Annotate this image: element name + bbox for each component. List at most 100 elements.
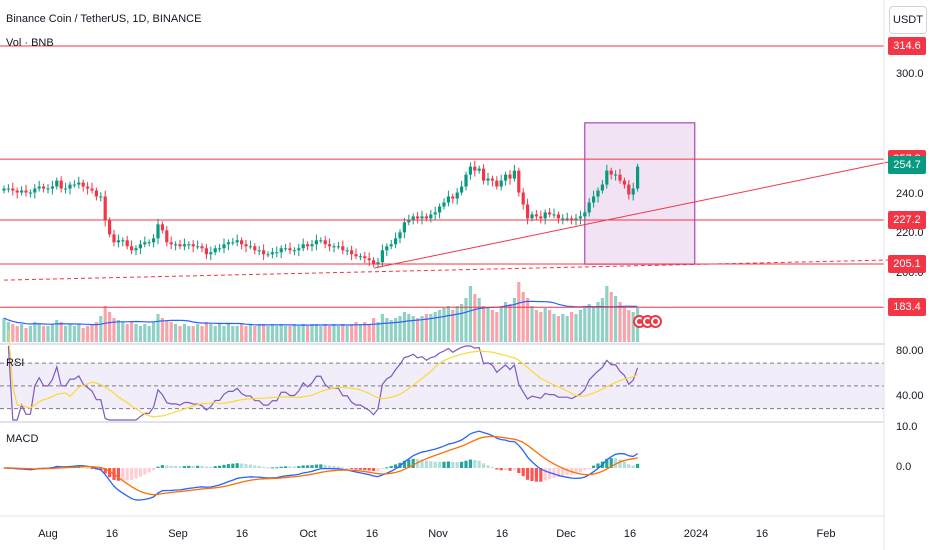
candle-body — [468, 166, 472, 175]
volume-bar — [508, 304, 512, 342]
macd-histogram-bar — [231, 463, 235, 468]
currency-button[interactable]: USDT — [889, 6, 927, 34]
rsi-tick: 80.00 — [896, 344, 924, 357]
candle-body — [486, 178, 490, 181]
candle-body — [372, 260, 376, 265]
volume-bar — [231, 326, 235, 342]
candle-body — [270, 252, 274, 255]
candle-body — [218, 248, 222, 250]
candle-body — [350, 250, 354, 255]
volume-bar — [169, 322, 173, 342]
macd-histogram-bar — [266, 467, 270, 469]
candle-body — [125, 240, 129, 247]
macd-histogram-bar — [451, 462, 455, 468]
candle-body — [191, 244, 195, 247]
candle-body — [59, 180, 63, 189]
volume-bar — [253, 326, 257, 342]
macd-histogram-bar — [438, 461, 442, 468]
macd-histogram-bar — [301, 465, 305, 468]
trendlines[interactable] — [3, 154, 924, 281]
candle-body — [231, 242, 235, 244]
candle-body — [257, 250, 261, 252]
volume-legend[interactable]: Vol · BNB — [6, 37, 54, 49]
candle-body — [160, 224, 164, 231]
candle-body — [130, 246, 134, 251]
volume-bar — [15, 326, 19, 342]
candle-body — [482, 168, 486, 181]
rsi-label[interactable]: RSI — [6, 357, 25, 369]
candle-body — [143, 242, 147, 245]
volume-bar — [618, 302, 622, 342]
candle-body — [332, 246, 336, 248]
level-price-tag[interactable]: 314.6 — [888, 37, 926, 55]
macd-histogram-bar — [204, 466, 208, 468]
candle-body — [226, 242, 230, 245]
volume-bar — [570, 312, 574, 342]
macd-histogram-bar — [508, 468, 512, 471]
candle-body — [253, 246, 257, 251]
price-tick: 220.0 — [896, 227, 924, 240]
macd-histogram-bar — [499, 468, 503, 471]
macd-histogram-bar — [495, 468, 499, 470]
candle-body — [20, 190, 24, 193]
volume-bar — [138, 326, 142, 342]
candle-body — [28, 192, 32, 194]
level-price-tag[interactable]: 183.4 — [888, 298, 926, 317]
volume-bar — [526, 298, 530, 342]
candle-body — [121, 240, 125, 242]
macd-histogram-bar — [297, 466, 301, 468]
volume-bar — [534, 310, 538, 342]
candle-body — [600, 184, 604, 191]
volume-bar — [240, 324, 244, 342]
macd-histogram-bar — [90, 468, 94, 469]
macd-histogram-bar — [244, 464, 248, 468]
candle-body — [411, 216, 415, 221]
macd-histogram-bar — [521, 468, 525, 477]
volume-bar — [143, 324, 147, 342]
candle-body — [147, 242, 151, 244]
macd-histogram-bar — [160, 465, 164, 468]
volume-bar — [482, 306, 486, 342]
volume-bar — [292, 324, 296, 342]
level-price-tag[interactable]: 205.1 — [888, 255, 926, 273]
candle-body — [363, 256, 367, 259]
candle-body — [380, 250, 384, 263]
symbol-legend[interactable]: Binance Coin / TetherUS, 1D, BINANCE — [6, 13, 202, 25]
event-icon[interactable] — [649, 315, 662, 328]
pane-separators[interactable] — [0, 0, 885, 550]
last-price-tag[interactable]: 254.7 — [888, 156, 926, 175]
horizontal-levels[interactable] — [0, 45, 884, 308]
level-price-tag[interactable]: 227.2 — [888, 211, 926, 229]
volume-bar — [226, 324, 230, 342]
volume-bar — [248, 324, 252, 342]
candle-body — [319, 240, 323, 242]
macd-histogram-bar — [490, 467, 494, 469]
volume-bar — [495, 312, 499, 342]
candle-body — [451, 196, 455, 199]
volume-bar — [561, 314, 565, 342]
range-box[interactable] — [584, 122, 696, 265]
macd-histogram-bar — [578, 468, 582, 473]
volume-bar — [200, 326, 204, 342]
candle-body — [622, 180, 626, 185]
volume-bar — [187, 326, 191, 342]
candle-body — [94, 190, 98, 197]
volume-bar — [103, 306, 107, 342]
volume-bar — [33, 322, 37, 342]
macd-label[interactable]: MACD — [6, 433, 39, 445]
macd-histogram-bar — [235, 463, 239, 468]
macd-histogram-bar — [262, 466, 266, 468]
candle-body — [345, 250, 349, 252]
macd-histogram-bar — [213, 466, 217, 468]
candle-body — [266, 254, 270, 256]
volume-bar — [72, 326, 76, 342]
volume-bar — [442, 308, 446, 342]
candle-body — [530, 214, 534, 219]
candle-body — [248, 246, 252, 248]
volume-bar — [402, 312, 406, 342]
candle-body — [570, 218, 574, 221]
volume-bar — [297, 326, 301, 342]
candle-body — [209, 252, 213, 255]
macd-histogram-bar — [473, 460, 477, 468]
